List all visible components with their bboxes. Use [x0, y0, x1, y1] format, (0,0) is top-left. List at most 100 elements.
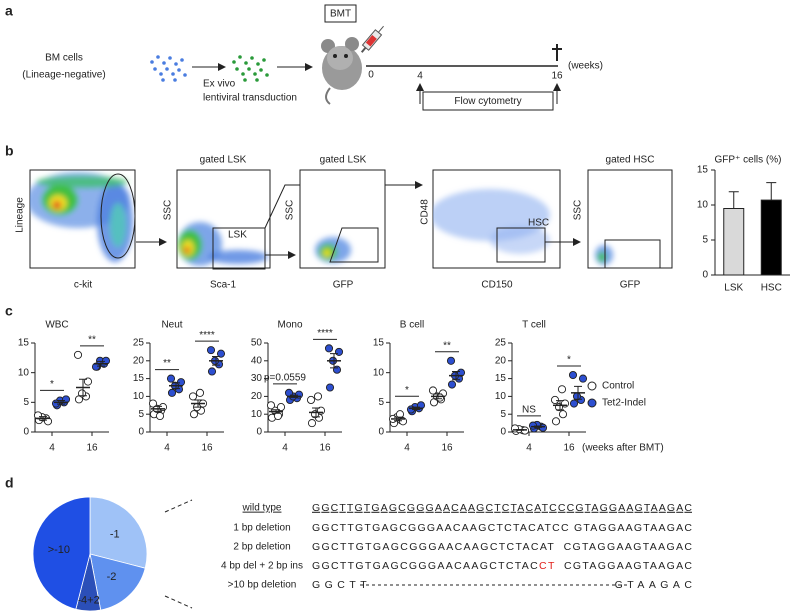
- panel-d: d: [5, 475, 630, 609]
- y-tick-label: 10: [495, 391, 507, 402]
- error-bar: [57, 400, 65, 405]
- y-tick-label: 20: [251, 391, 263, 402]
- sequence-segment: GGCTTGTGAGCGGGAACAAGCTCTAC: [312, 560, 538, 572]
- data-point: [447, 380, 457, 389]
- error-bar: [766, 182, 777, 201]
- panel-label: a: [5, 3, 13, 19]
- slice-label: -1: [110, 529, 120, 541]
- row-label: wild type: [242, 503, 282, 514]
- bracket: [164, 499, 193, 513]
- sequence-segment: GGCTTGTGAGCGGGAACAAGCTCTACAT CGTAGGAAGTA…: [312, 541, 692, 553]
- error-bar: [312, 407, 320, 418]
- step-label: lentiviral transduction: [203, 93, 297, 104]
- error-bar: [272, 409, 280, 414]
- significance-label: ****: [317, 328, 333, 339]
- data-point: [273, 411, 283, 421]
- panel-a: a BM cells (Lineage-negative) Ex vivo le…: [5, 3, 603, 111]
- y-tick-label: 5: [138, 409, 144, 420]
- data-point: [307, 419, 317, 428]
- data-point: [176, 378, 186, 387]
- flow-density: [315, 237, 351, 263]
- pie-slice: [32, 496, 91, 610]
- data-point: [558, 410, 568, 419]
- data-point: [435, 393, 445, 402]
- data-point: [557, 385, 567, 394]
- y-tick-label: 5: [23, 397, 29, 408]
- data-point: [195, 388, 205, 397]
- row-label: 1 bp deletion: [233, 523, 290, 534]
- significance-label: *: [50, 379, 54, 390]
- data-point: [73, 350, 83, 359]
- significance-label: **: [88, 335, 96, 346]
- y-tick-label: 20: [495, 355, 507, 366]
- error-bar: [516, 429, 524, 431]
- error-bar: [330, 353, 338, 369]
- cells-label: BM cells: [45, 53, 83, 64]
- error-bar: [212, 356, 220, 366]
- panel-c: c (weeks after BMT): [5, 303, 664, 454]
- error-bar: [452, 370, 460, 381]
- error-bar: [574, 385, 582, 400]
- flow-density: [30, 172, 133, 262]
- x-axis-label: c-kit: [74, 280, 93, 291]
- sequence-segment: CT: [539, 560, 555, 572]
- y-tick-label: 10: [697, 200, 709, 211]
- endpoint-cross: [552, 44, 562, 61]
- y-tick-label: 10: [133, 391, 145, 402]
- cells-sublabel: (Lineage-negative): [22, 70, 105, 81]
- x-tick-label: 16: [201, 443, 213, 454]
- data-point: [167, 388, 177, 397]
- y-tick-label: 15: [133, 373, 145, 384]
- data-point: [313, 392, 323, 401]
- y-tick-label: 40: [251, 355, 263, 366]
- gate: [212, 227, 266, 270]
- gate: [496, 227, 546, 263]
- data-point: [216, 349, 226, 358]
- x-tick-label: 16: [86, 443, 98, 454]
- gate: [100, 173, 136, 259]
- error-bar: [290, 394, 298, 399]
- y-tick-label: 15: [373, 338, 385, 349]
- y-axis-label: CD48: [420, 199, 431, 225]
- x-tick-label: 4: [526, 443, 532, 454]
- slice-label: >-10: [48, 544, 70, 556]
- panel-label: d: [5, 475, 14, 491]
- x-axis-label: GFP: [620, 280, 641, 291]
- x-axis-label: CD150: [481, 280, 513, 291]
- x-tick-label: 16: [563, 443, 575, 454]
- panel-b: b Lineage c-kit gated LSK LSK SSC Sca-1 …: [5, 143, 781, 291]
- bracket: [164, 595, 193, 609]
- y-tick-label: 0: [378, 427, 384, 438]
- significance-label: ****: [199, 330, 215, 341]
- row-label: >10 bp deletion: [228, 580, 297, 591]
- y-axis-label: SSC: [285, 200, 296, 221]
- data-point: [206, 346, 216, 355]
- x-axis-label: (weeks after BMT): [582, 443, 664, 454]
- pie-slice: [89, 553, 146, 611]
- error-bar: [172, 382, 180, 390]
- data-point: [155, 411, 165, 421]
- data-point: [276, 403, 286, 412]
- x-axis-label: GFP: [333, 280, 354, 291]
- y-tick-label: 0: [500, 427, 506, 438]
- error-bar: [434, 393, 442, 400]
- legend-label: Tet2-Indel: [602, 398, 646, 409]
- x-tick-label: LSK: [724, 283, 743, 294]
- bmt-box: [324, 4, 357, 23]
- error-bar: [534, 425, 542, 428]
- error-bar: [556, 400, 564, 411]
- y-tick-label: 10: [373, 367, 385, 378]
- cell-cluster: [150, 55, 187, 82]
- bar: [723, 208, 745, 276]
- legend-marker: [587, 381, 597, 391]
- slice-label: -4+2: [77, 595, 99, 607]
- step-label: Ex vivo: [203, 79, 236, 90]
- data-point: [77, 389, 87, 398]
- gate: [604, 239, 661, 269]
- error-bar: [154, 405, 162, 412]
- data-point: [551, 417, 561, 426]
- data-point: [166, 374, 176, 383]
- bar: [760, 199, 782, 276]
- x-axis-label: Sca-1: [210, 280, 237, 291]
